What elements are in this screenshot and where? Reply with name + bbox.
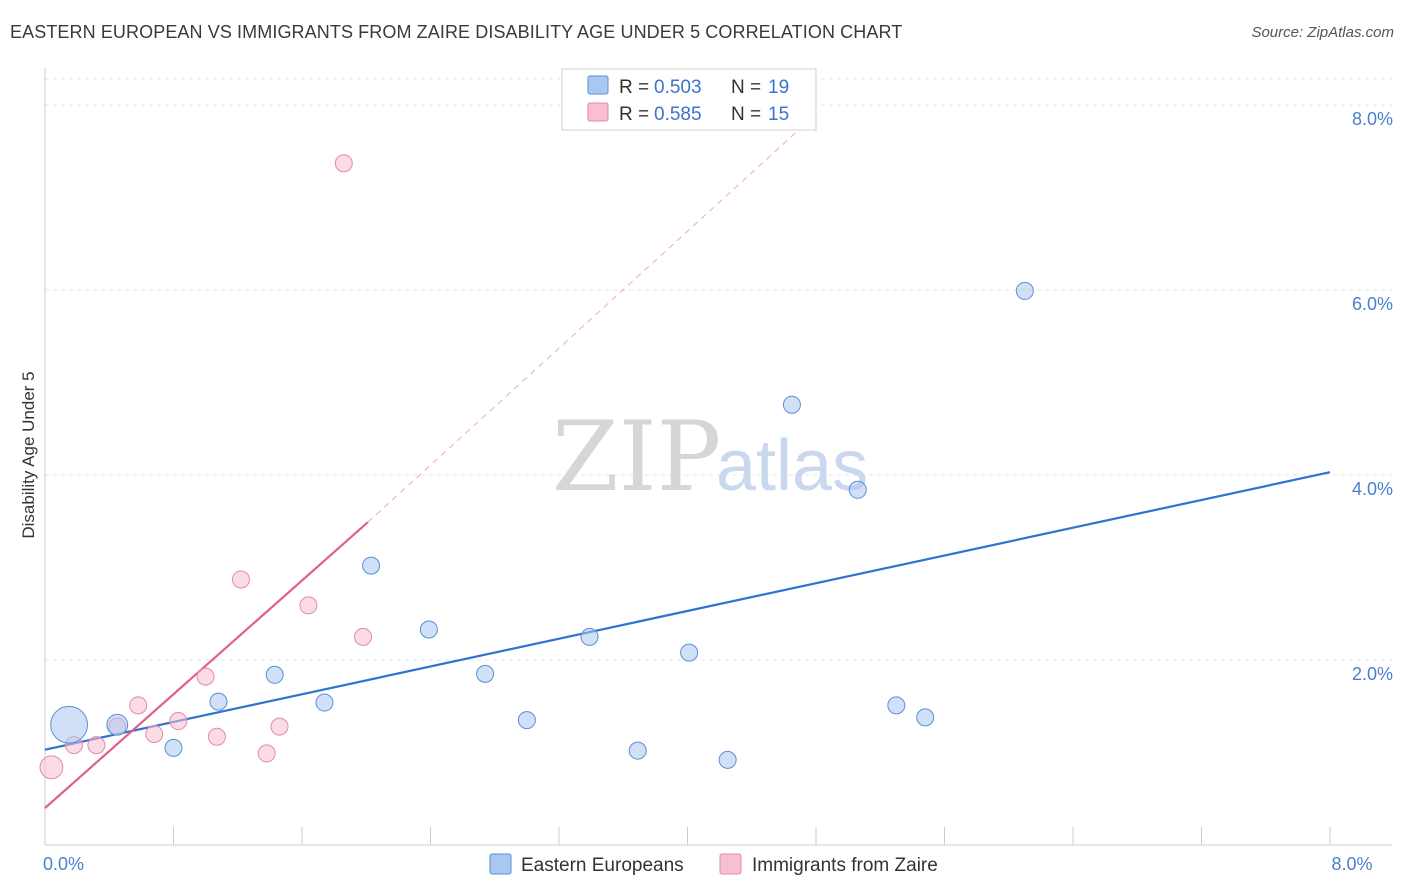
point-zaire-10 <box>257 744 276 763</box>
point-zaire-13 <box>334 154 353 173</box>
point-eastern-11 <box>628 741 647 760</box>
legend-swatch-eastern <box>587 75 609 95</box>
point-zaire-12 <box>299 596 318 615</box>
legend-n-zaire: 15 <box>768 104 789 125</box>
data-points <box>39 154 1034 780</box>
legend-box: R = 0.503 N = 19 R = 0.585 N = 15 <box>561 68 817 131</box>
legend-swatch-zaire <box>587 102 609 122</box>
point-eastern-1 <box>106 713 129 736</box>
point-zaire-7 <box>196 667 215 686</box>
point-zaire-4 <box>129 696 148 715</box>
legend-n-label-eastern: N = <box>731 77 761 98</box>
point-zaire-2 <box>87 736 106 755</box>
point-eastern-15 <box>848 480 867 499</box>
y-tick-label-0: 2.0% <box>1352 664 1393 684</box>
tick-labels: 2.0% 4.0% 6.0% 8.0% 0.0% 8.0% <box>43 109 1393 874</box>
point-eastern-10 <box>580 627 599 646</box>
point-zaire-5 <box>145 725 164 743</box>
bottom-legend-label-eastern: Eastern Europeans <box>521 855 684 876</box>
point-eastern-17 <box>916 708 935 727</box>
y-tick-label-3: 8.0% <box>1352 109 1393 129</box>
x-tick-label-0: 0.0% <box>43 854 84 874</box>
chart-title: EASTERN EUROPEAN VS IMMIGRANTS FROM ZAIR… <box>10 22 903 42</box>
x-tick-label-1: 8.0% <box>1331 854 1372 874</box>
legend-r-eastern: 0.503 <box>654 77 702 98</box>
y-tick-label-1: 4.0% <box>1352 479 1393 499</box>
point-eastern-9 <box>517 711 536 730</box>
y-tick-label-2: 6.0% <box>1352 294 1393 314</box>
bottom-legend-label-zaire: Immigrants from Zaire <box>752 855 938 876</box>
point-zaire-14 <box>354 627 373 646</box>
point-zaire-9 <box>231 570 250 589</box>
source-label: Source: ZipAtlas.com <box>1251 24 1394 41</box>
point-eastern-4 <box>265 665 284 684</box>
bottom-legend-swatch-zaire <box>719 853 742 875</box>
point-eastern-13 <box>718 750 737 769</box>
legend-r-label-zaire: R = <box>619 104 649 125</box>
point-eastern-6 <box>362 556 381 575</box>
point-eastern-16 <box>887 696 906 715</box>
watermark-zip: ZIP <box>552 401 721 513</box>
grid <box>45 78 1392 661</box>
point-eastern-5 <box>315 693 334 712</box>
point-eastern-18 <box>1015 281 1034 300</box>
trend-lines <box>44 113 1331 809</box>
y-axis-label: Disability Age Under 5 <box>19 371 38 538</box>
point-eastern-14 <box>782 395 801 414</box>
legend-n-eastern: 19 <box>768 77 789 98</box>
legend-n-label-zaire: N = <box>731 104 761 125</box>
legend-r-zaire: 0.585 <box>654 104 702 125</box>
trend-line-0 <box>44 471 1331 751</box>
bottom-legend-swatch-eastern <box>489 853 512 875</box>
bottom-legend: Eastern Europeans Immigrants from Zaire <box>489 853 938 876</box>
point-zaire-11 <box>270 717 289 736</box>
axes <box>44 68 1392 846</box>
point-eastern-0 <box>50 705 88 744</box>
point-eastern-8 <box>476 664 495 683</box>
point-zaire-8 <box>207 727 226 746</box>
watermark: ZIP atlas <box>552 401 868 513</box>
trend-dashed-1 <box>367 113 817 523</box>
trend-line-1 <box>44 521 369 809</box>
point-zaire-6 <box>169 712 188 731</box>
point-eastern-2 <box>164 738 183 757</box>
point-eastern-3 <box>209 692 228 711</box>
watermark-atlas: atlas <box>716 426 868 506</box>
legend-r-label-eastern: R = <box>619 77 649 98</box>
point-eastern-12 <box>680 643 699 662</box>
point-eastern-7 <box>419 620 438 639</box>
point-zaire-0 <box>39 755 64 780</box>
